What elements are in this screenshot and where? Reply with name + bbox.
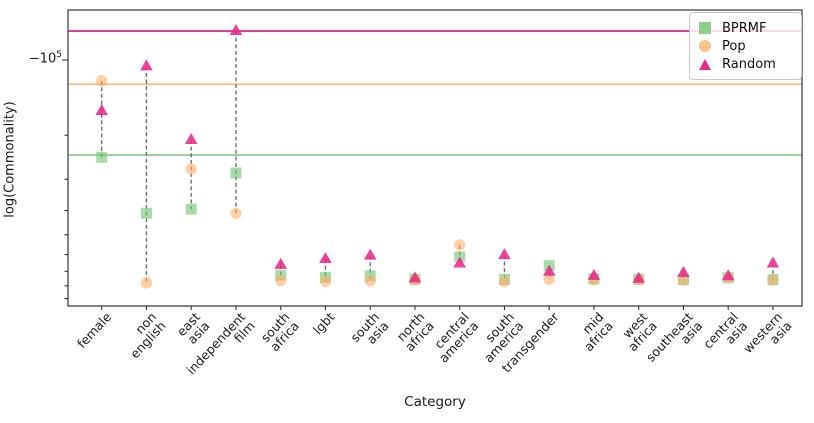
point-random-mid-africa <box>587 268 601 280</box>
point-random-lgbt <box>319 251 332 263</box>
series-pop <box>96 75 779 289</box>
point-pop-lgbt <box>319 275 332 287</box>
legend-item-bprmf: BPRMF <box>699 19 793 37</box>
legend-label-bprmf: BPRMF <box>722 20 767 36</box>
axis-ticks <box>62 59 774 310</box>
point-random-southeast-asia <box>677 265 690 277</box>
point-random-female <box>95 104 108 116</box>
series-bprmf <box>96 151 779 286</box>
legend-label-pop: Pop <box>722 38 746 54</box>
point-random-western-asia <box>766 256 780 268</box>
legend-item-random: Random <box>699 55 793 73</box>
point-pop-independent-film <box>230 207 242 220</box>
point-pop-south-asia <box>364 275 376 287</box>
point-pop-western-asia <box>767 274 779 286</box>
point-random-transgender <box>542 264 556 276</box>
y-tick-exponent: 5 <box>56 50 62 60</box>
point-random-independent-film <box>229 24 243 36</box>
x-axis-label: Category <box>404 394 466 410</box>
point-random-south-africa <box>274 257 287 269</box>
point-random-south-asia <box>363 248 377 260</box>
point-random-central-america <box>453 256 466 268</box>
point-pop-non-english <box>140 277 153 289</box>
legend: BPRMF Pop Random <box>689 12 802 80</box>
point-random-south-america <box>498 248 511 260</box>
square-marker-icon <box>699 22 711 34</box>
point-random-central-asia <box>721 269 735 281</box>
point-bprmf-female <box>96 151 108 163</box>
connector-lines <box>100 31 774 284</box>
legend-item-pop: Pop <box>699 37 793 55</box>
triangle-marker-icon <box>699 58 711 70</box>
y-tick-base: −10 <box>28 51 57 67</box>
point-random-north-africa <box>408 271 422 283</box>
point-pop-female <box>96 75 108 87</box>
point-bprmf-independent-film <box>230 167 242 179</box>
legend-label-random: Random <box>722 56 776 72</box>
point-pop-southeast-asia <box>677 274 690 286</box>
point-pop-central-america <box>454 239 466 251</box>
y-axis-label: log(Commonality) <box>2 101 18 218</box>
point-pop-east-asia <box>185 163 197 175</box>
point-random-west-africa <box>632 271 645 283</box>
plot-border <box>67 9 803 307</box>
point-pop-transgender <box>543 273 555 285</box>
point-random-non-english <box>140 59 153 71</box>
series-random <box>95 24 780 283</box>
point-random-east-asia <box>184 133 198 145</box>
y-tick-label: −105 <box>8 50 62 66</box>
point-bprmf-non-english <box>140 207 152 219</box>
circle-marker-icon <box>699 40 711 52</box>
point-pop-south-africa <box>275 274 287 287</box>
point-bprmf-east-asia <box>185 203 197 215</box>
point-pop-south-america <box>498 276 511 288</box>
